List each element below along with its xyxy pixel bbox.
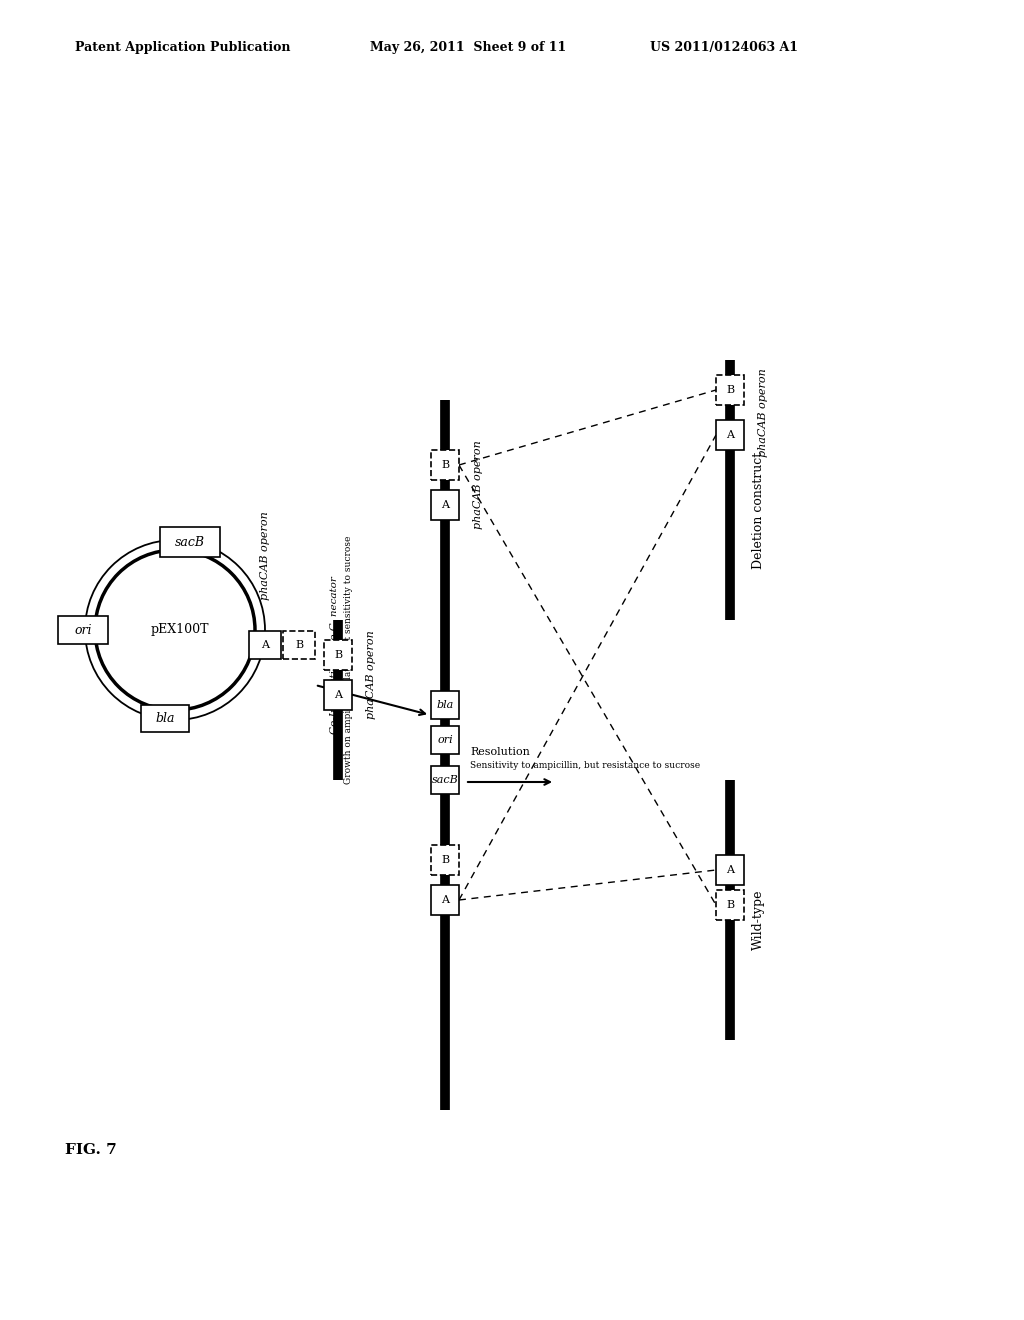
Text: Growth on ampicillin plates, but sensitivity to sucrose: Growth on ampicillin plates, but sensiti…: [344, 536, 353, 784]
Text: ori: ori: [437, 735, 453, 744]
Text: phaCAB operon: phaCAB operon: [366, 631, 376, 719]
FancyBboxPatch shape: [431, 690, 459, 719]
Text: A: A: [441, 500, 449, 510]
FancyBboxPatch shape: [431, 450, 459, 480]
FancyBboxPatch shape: [716, 890, 744, 920]
FancyBboxPatch shape: [324, 680, 352, 710]
FancyBboxPatch shape: [431, 490, 459, 520]
FancyBboxPatch shape: [324, 640, 352, 671]
Text: Wild-type: Wild-type: [752, 890, 765, 950]
FancyBboxPatch shape: [283, 631, 315, 659]
Text: Co-Integration into C. necator: Co-Integration into C. necator: [330, 576, 339, 734]
Text: B: B: [726, 900, 734, 909]
Text: Patent Application Publication: Patent Application Publication: [75, 41, 291, 54]
Text: B: B: [295, 640, 303, 649]
Text: sacB: sacB: [175, 536, 205, 549]
Text: sacB: sacB: [432, 775, 459, 785]
FancyBboxPatch shape: [160, 527, 220, 557]
Text: B: B: [726, 385, 734, 395]
FancyBboxPatch shape: [716, 375, 744, 405]
Text: US 2011/0124063 A1: US 2011/0124063 A1: [650, 41, 798, 54]
Text: phaCAB operon: phaCAB operon: [473, 441, 483, 529]
Text: A: A: [726, 865, 734, 875]
FancyBboxPatch shape: [716, 420, 744, 450]
Text: phaCAB operon: phaCAB operon: [260, 511, 270, 601]
Text: May 26, 2011  Sheet 9 of 11: May 26, 2011 Sheet 9 of 11: [370, 41, 566, 54]
FancyBboxPatch shape: [141, 705, 189, 731]
FancyBboxPatch shape: [431, 884, 459, 915]
Text: B: B: [441, 855, 450, 865]
Text: Resolution: Resolution: [470, 747, 529, 756]
Text: B: B: [334, 649, 342, 660]
Text: FIG. 7: FIG. 7: [65, 1143, 117, 1158]
Text: pEX100T: pEX100T: [151, 623, 209, 636]
Text: B: B: [441, 459, 450, 470]
Text: A: A: [441, 895, 449, 906]
Text: Deletion construct: Deletion construct: [752, 451, 765, 569]
Text: Sensitivity to ampicillin, but resistance to sucrose: Sensitivity to ampicillin, but resistanc…: [470, 762, 700, 770]
Text: bla: bla: [156, 711, 175, 725]
FancyBboxPatch shape: [249, 631, 281, 659]
Text: phaCAB operon: phaCAB operon: [758, 368, 768, 457]
Text: bla: bla: [436, 700, 454, 710]
FancyBboxPatch shape: [716, 855, 744, 884]
Text: ori: ori: [75, 623, 92, 636]
FancyBboxPatch shape: [431, 845, 459, 875]
FancyBboxPatch shape: [431, 726, 459, 754]
Text: A: A: [261, 640, 269, 649]
FancyBboxPatch shape: [58, 616, 108, 644]
FancyBboxPatch shape: [431, 766, 459, 795]
Text: A: A: [726, 430, 734, 440]
Text: A: A: [334, 690, 342, 700]
